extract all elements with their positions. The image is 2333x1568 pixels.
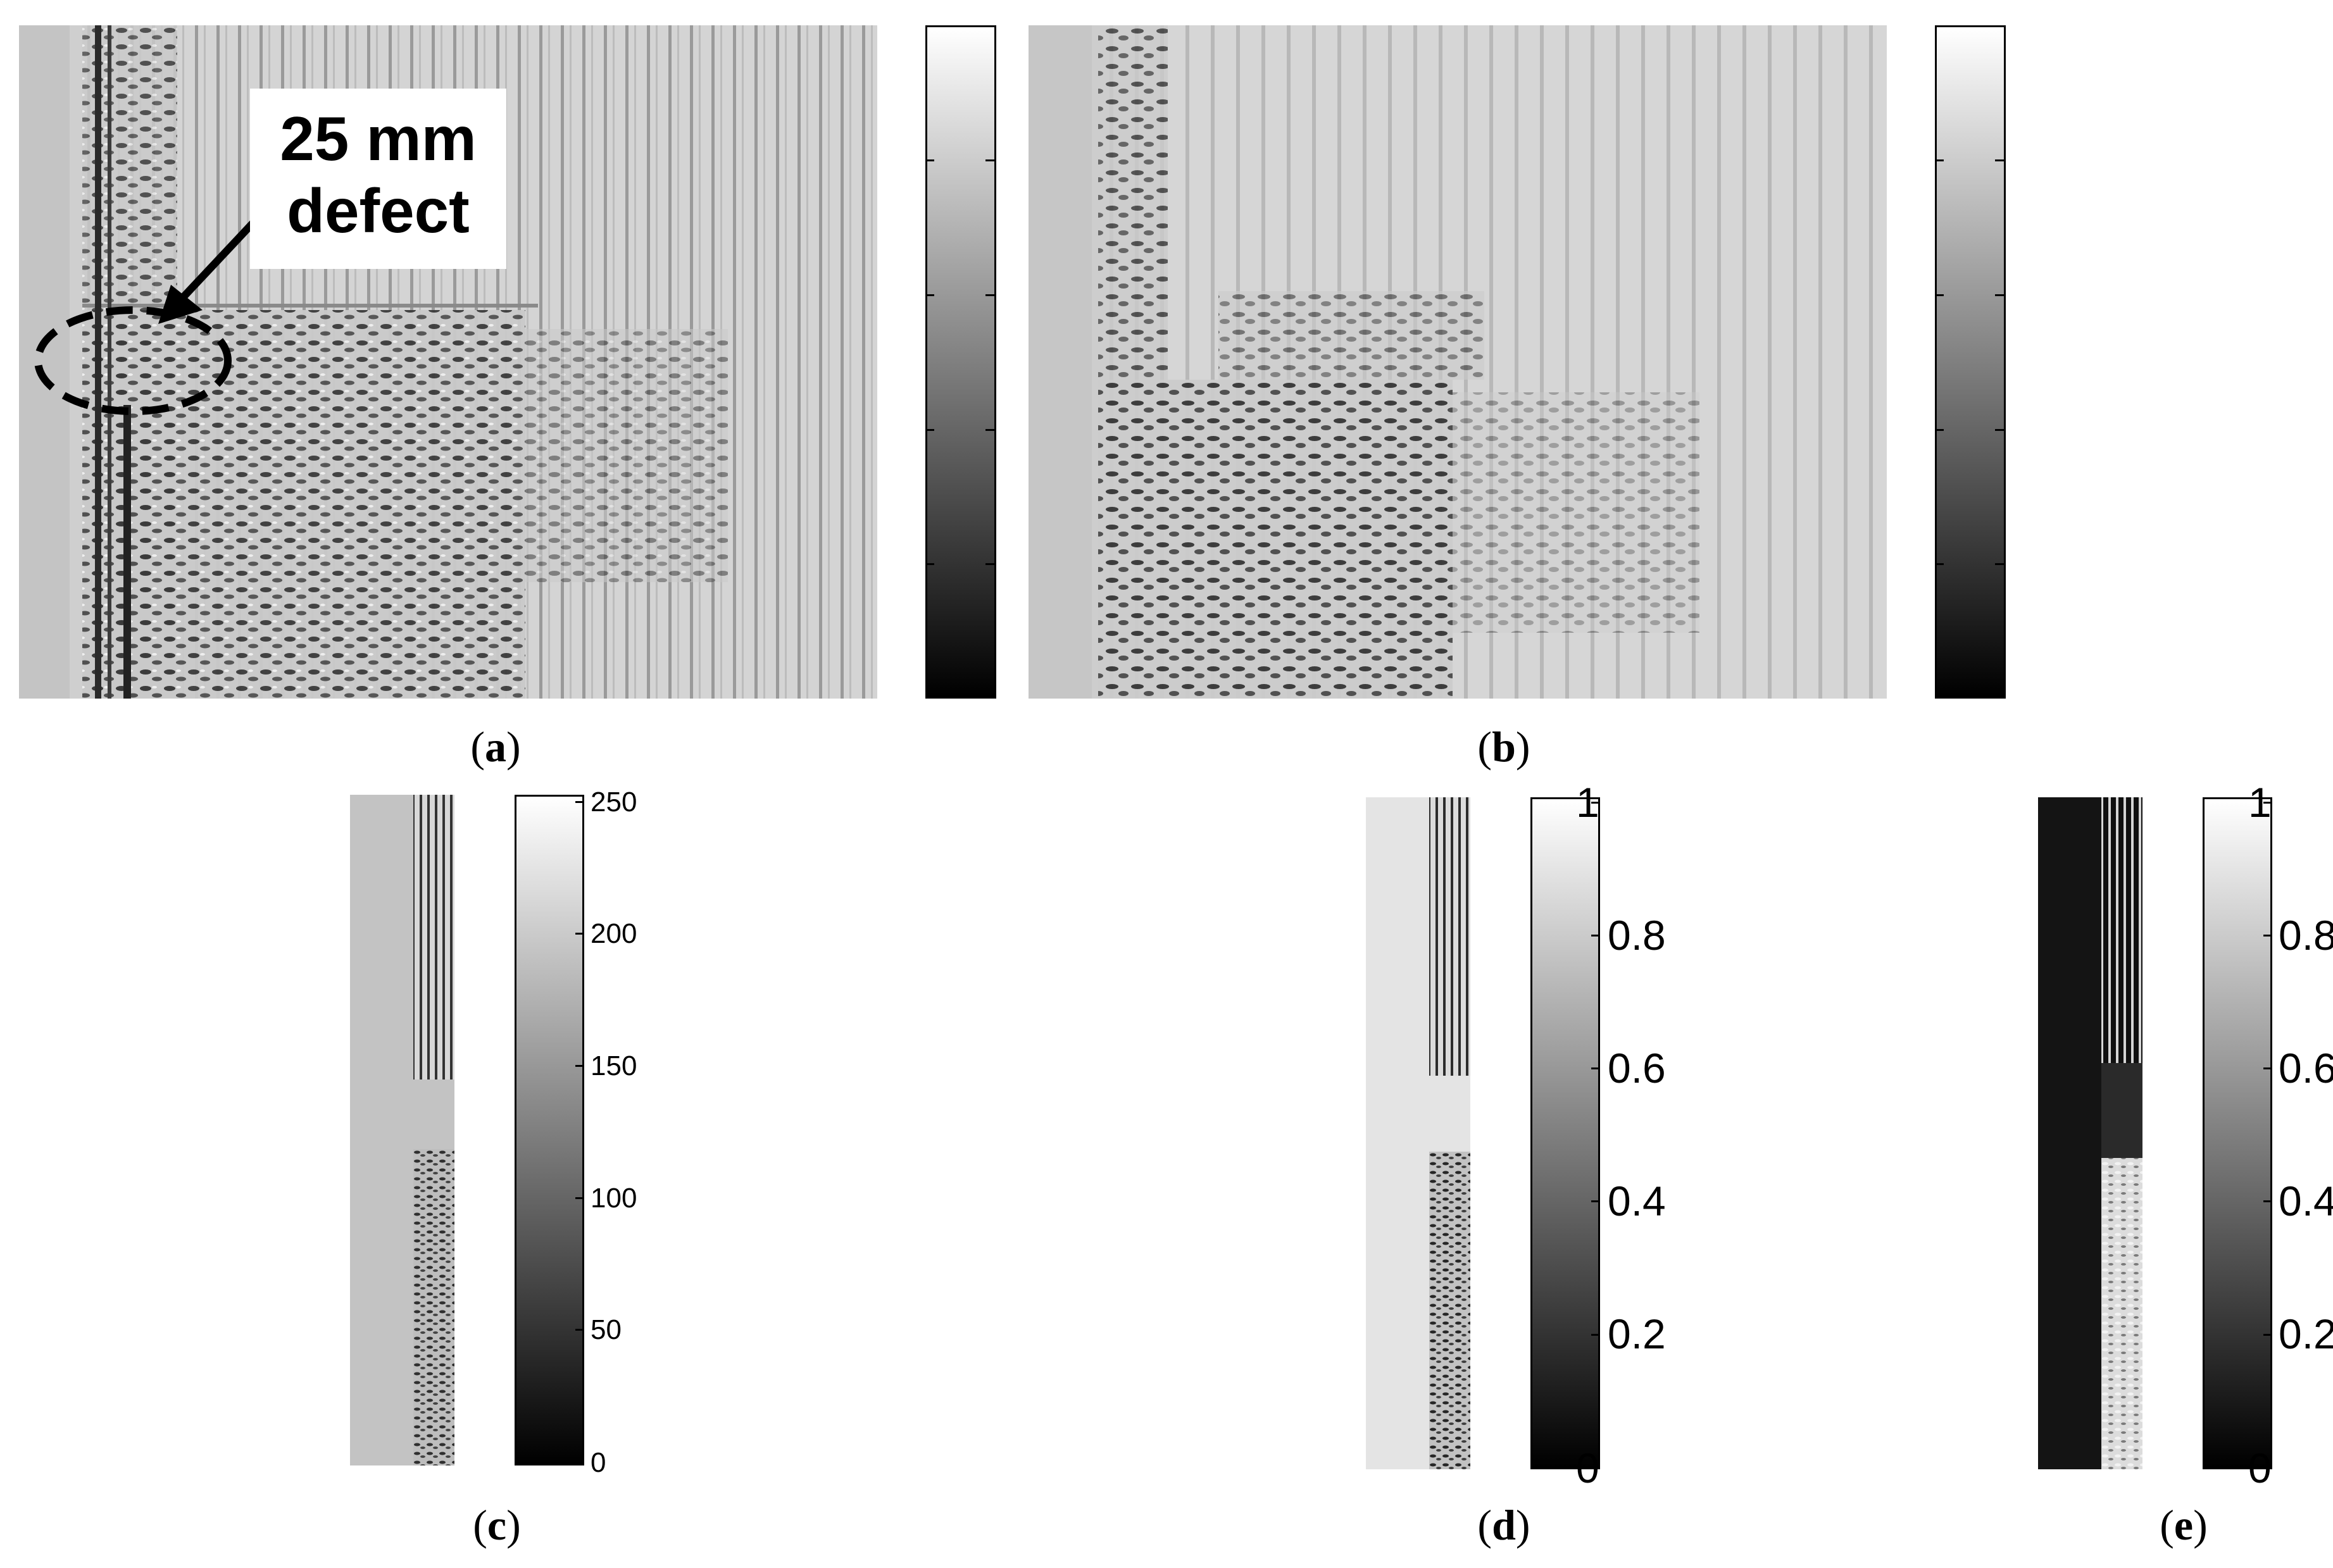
panel-d-colorbar	[1530, 797, 1600, 1469]
panel-c-tick-1: 200	[591, 918, 637, 949]
panel-e-tick-5: 0	[2248, 1445, 2272, 1491]
caption-a: (a)	[470, 723, 521, 771]
panel-b-colorbar	[1935, 25, 2006, 699]
defect-label-line2: defect	[287, 176, 470, 246]
panel-e-image	[2038, 797, 2142, 1469]
defect-ellipse	[34, 306, 232, 415]
panel-d-image	[1366, 797, 1470, 1469]
panel-d-tick-1: 0.8	[1608, 912, 1666, 959]
panel-d-texture	[1366, 797, 1470, 1469]
panel-e-tick-4: 0.2	[2279, 1310, 2333, 1357]
panel-c-tick-2: 150	[591, 1050, 637, 1081]
panel-e-texture	[2038, 797, 2142, 1469]
panel-d-tick-3: 0.4	[1608, 1178, 1666, 1224]
panel-b-texture	[1029, 25, 1887, 699]
panel-e-tick-0: 1	[2248, 779, 2272, 826]
panel-c-tick-4: 50	[591, 1314, 622, 1345]
panel-e-tick-1: 0.8	[2279, 912, 2333, 959]
panel-a-colorbar	[925, 25, 996, 699]
defect-label-line1: 25 mm	[280, 104, 477, 173]
panel-c-colorbar	[515, 795, 584, 1465]
panel-c-image	[350, 795, 454, 1465]
panel-c-tick-5: 0	[591, 1447, 606, 1478]
caption-b: (b)	[1477, 723, 1530, 771]
panel-e-colorbar	[2203, 797, 2272, 1469]
panel-d-tick-2: 0.6	[1608, 1045, 1666, 1092]
caption-d: (d)	[1477, 1501, 1530, 1549]
panel-d-tick-4: 0.2	[1608, 1310, 1666, 1357]
panel-c-texture	[350, 795, 454, 1465]
caption-c: (c)	[473, 1501, 521, 1549]
panel-c-tick-3: 100	[591, 1183, 637, 1214]
caption-e: (e)	[2160, 1501, 2208, 1549]
panel-c-tick-0: 250	[591, 787, 637, 818]
panel-e-tick-3: 0.4	[2279, 1178, 2333, 1224]
panel-e-tick-2: 0.6	[2279, 1045, 2333, 1092]
panel-b-image	[1029, 25, 1887, 699]
panel-d-tick-5: 0	[1576, 1445, 1599, 1491]
defect-label: 25 mm defect	[250, 89, 506, 269]
panel-d-tick-0: 1	[1576, 779, 1599, 826]
